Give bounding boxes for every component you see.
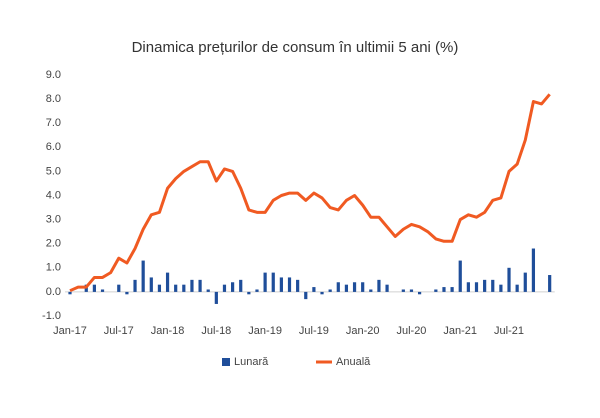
bar — [507, 267, 511, 292]
bar — [434, 289, 438, 292]
bar — [182, 284, 186, 292]
bar — [92, 284, 96, 292]
bar — [458, 260, 462, 292]
bar — [133, 279, 137, 292]
y-tick-label: -1.0 — [42, 310, 61, 322]
y-tick-label: 4.0 — [46, 189, 61, 201]
x-tick-label: Jan-18 — [151, 325, 185, 337]
bar — [474, 282, 479, 292]
bar — [271, 272, 275, 292]
bar — [417, 291, 422, 295]
bar — [531, 248, 536, 292]
bar — [117, 284, 121, 292]
y-tick-label: 7.0 — [46, 117, 61, 129]
bar — [231, 282, 235, 292]
bar — [190, 279, 194, 292]
bar — [263, 272, 267, 292]
bar — [100, 289, 105, 292]
bar — [523, 272, 527, 292]
x-tick-label: Jan-20 — [346, 325, 380, 337]
bar — [296, 279, 300, 292]
bar — [279, 277, 283, 292]
bar — [125, 291, 129, 295]
y-tick-label: 2.0 — [46, 238, 61, 250]
line — [69, 93, 551, 293]
y-tick-label: 0.0 — [46, 286, 61, 298]
y-tick-label: 3.0 — [46, 214, 61, 226]
bar — [515, 284, 519, 292]
bar — [312, 287, 316, 292]
bar — [377, 279, 381, 292]
bar — [336, 282, 340, 292]
y-tick-label: 6.0 — [46, 141, 61, 153]
x-tick-label: Jul-18 — [201, 325, 231, 337]
bar — [255, 289, 259, 292]
bar — [206, 289, 210, 292]
x-tick-label: Jul-19 — [299, 325, 329, 337]
x-tick-label: Jan-17 — [53, 325, 87, 337]
bar — [548, 275, 552, 292]
x-tick-label: Jul-17 — [104, 325, 134, 337]
bar — [304, 291, 308, 300]
bar — [483, 279, 487, 292]
x-tick-label: Jul-21 — [494, 325, 524, 337]
y-tick-label: 8.0 — [46, 93, 61, 105]
bar — [149, 277, 153, 292]
x-tick-label: Jul-20 — [396, 325, 426, 337]
bar — [442, 287, 446, 292]
bar — [401, 289, 405, 292]
bar — [385, 284, 389, 292]
bar — [141, 260, 145, 292]
y-tick-label: 5.0 — [46, 165, 61, 177]
legend-label: Anuală — [336, 356, 371, 368]
bar — [68, 291, 72, 295]
bar — [409, 289, 414, 292]
bar — [491, 279, 495, 292]
bar — [174, 284, 178, 292]
bar — [165, 272, 170, 292]
bar — [198, 279, 202, 292]
bar — [361, 282, 365, 292]
legend-swatch — [222, 358, 230, 366]
bar — [214, 291, 218, 304]
bar — [352, 282, 357, 292]
bar — [247, 291, 251, 295]
bar — [239, 279, 243, 292]
bar — [287, 277, 292, 292]
bar — [157, 284, 162, 292]
bar — [369, 289, 373, 292]
chart-title: Dinamica prețurilor de consum în ultimii… — [132, 39, 459, 56]
bar — [222, 284, 227, 292]
y-tick-label: 9.0 — [46, 69, 61, 81]
y-tick-label: 1.0 — [46, 262, 61, 274]
bar — [320, 291, 324, 295]
x-tick-label: Jan-19 — [248, 325, 282, 337]
bar — [328, 289, 332, 292]
x-tick-label: Jan-21 — [443, 325, 477, 337]
bar — [466, 282, 470, 292]
bar — [450, 287, 454, 292]
bar — [344, 284, 349, 292]
legend-label: Lunară — [234, 356, 269, 368]
bar — [499, 284, 503, 292]
